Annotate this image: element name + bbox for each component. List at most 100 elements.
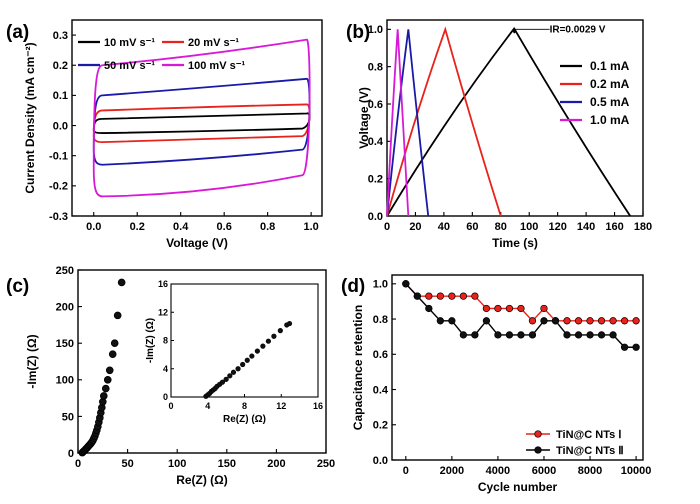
- x-axis-label: Time (s): [492, 236, 538, 250]
- retention-point: [505, 331, 514, 339]
- x-tick-label: 1.0: [303, 221, 318, 233]
- cv-curve: [92, 77, 311, 166]
- retention-point: [482, 304, 491, 313]
- y-tick-label: 1.0: [368, 24, 383, 36]
- inset-data-point: [249, 353, 255, 359]
- y-tick-label: 0.2: [53, 60, 68, 72]
- inset-x-tick-label: 4: [205, 401, 210, 411]
- y-axis-label: Voltage (V): [357, 87, 371, 149]
- data-point: [101, 384, 110, 393]
- plot-frame: [71, 19, 323, 217]
- y-tick-label: 0.8: [373, 314, 388, 326]
- retention-point: [425, 304, 433, 313]
- legend-label: 50 mV s⁻¹: [104, 60, 155, 72]
- x-axis-label: Re(Z) (Ω): [176, 473, 228, 487]
- legend-label: 1.0 mA: [590, 113, 630, 127]
- inset-data-point: [271, 333, 277, 339]
- retention-point: [448, 317, 456, 325]
- retention-point: [413, 292, 421, 300]
- data-point: [117, 278, 126, 287]
- y-tick-label: 0.0: [53, 120, 68, 132]
- x-tick-label: 200: [267, 458, 285, 470]
- x-tick-label: 150: [218, 458, 236, 470]
- retention-point: [517, 331, 525, 339]
- inset-data-point: [227, 373, 233, 379]
- x-axis-label: Cycle number: [478, 480, 558, 494]
- legend-label: TiN@C NTs Ⅰ: [556, 429, 622, 441]
- x-tick-label: 0: [403, 465, 409, 477]
- ir-annotation: IR=0.0029 V: [550, 24, 606, 35]
- x-tick-label: 10000: [621, 465, 652, 477]
- data-point: [113, 311, 122, 320]
- y-tick-label: 0.6: [368, 99, 383, 111]
- panel-b: 0 20 40 60 80 100 120 140 160 180 0.0 0.2 0.4 0.6 0.8 1…: [357, 19, 652, 250]
- inset-y-axis-label: -Im(Z) (Ω): [145, 318, 156, 363]
- panel-label: (b): [346, 22, 370, 43]
- inset-data-point: [265, 338, 271, 344]
- retention-point: [620, 317, 629, 325]
- y-axis-label: Capacitance retention: [351, 305, 365, 430]
- y-tick-label: 50: [62, 411, 74, 423]
- legend-marker: [534, 430, 542, 438]
- retention-point: [540, 304, 548, 313]
- cv-curve: [92, 38, 311, 198]
- panel-label: (a): [6, 22, 29, 43]
- x-tick-label: 160: [605, 221, 623, 233]
- inset-data-point: [223, 376, 229, 382]
- retention-point: [586, 317, 594, 325]
- inset-data-point: [254, 348, 260, 354]
- panel-c: 0 50 100 150 200 250 0 50 100 150 200 250 Re(Z) (Ω) -…: [25, 265, 335, 487]
- inset-data-point: [277, 328, 283, 334]
- plot-frame: [77, 269, 327, 454]
- y-tick-label: 0: [68, 448, 74, 460]
- y-tick-label: 0.0: [368, 211, 383, 223]
- x-tick-label: 6000: [532, 465, 556, 477]
- x-tick-label: 250: [317, 458, 335, 470]
- retention-point: [528, 331, 537, 339]
- inset-x-tick-label: 8: [242, 401, 247, 411]
- retention-point: [597, 317, 606, 325]
- retention-point: [563, 331, 571, 339]
- data-point: [108, 350, 117, 358]
- inset-data-point: [244, 357, 250, 363]
- y-tick-label: 0.0: [373, 455, 388, 467]
- retention-point: [402, 280, 410, 288]
- retention-point: [517, 304, 525, 313]
- inset-data-point: [235, 366, 241, 372]
- y-tick-label: 0.8: [368, 62, 383, 74]
- inset-y-tick-label: 8: [163, 336, 168, 346]
- x-tick-label: 120: [548, 221, 566, 233]
- y-tick-label: 0.4: [368, 136, 384, 148]
- retention-point: [459, 331, 468, 339]
- inset-y-tick-label: 0: [163, 392, 168, 402]
- y-tick-label: 0.2: [368, 174, 383, 186]
- inset-x-tick-label: 16: [313, 401, 323, 411]
- legend-label: TiN@C NTs Ⅱ: [556, 445, 624, 457]
- y-tick-label: -0.1: [49, 151, 68, 163]
- retention-point: [586, 331, 594, 339]
- gcd-curve: [386, 29, 430, 217]
- retention-point: [609, 317, 617, 325]
- retention-point: [551, 317, 560, 325]
- gcd-curve: [386, 27, 631, 217]
- x-tick-label: 8000: [578, 465, 602, 477]
- x-tick-label: 100: [168, 458, 186, 470]
- retention-point: [494, 304, 502, 313]
- x-tick-label: 2000: [440, 465, 464, 477]
- y-tick-label: 200: [56, 301, 74, 313]
- inset-data-point: [260, 343, 266, 349]
- y-tick-label: 1.0: [373, 279, 388, 291]
- y-tick-label: 0.4: [373, 384, 389, 396]
- retention-point: [459, 292, 468, 300]
- retention-point: [563, 317, 571, 325]
- y-tick-label: 0.3: [53, 30, 68, 42]
- data-point: [99, 392, 108, 400]
- retention-point: [528, 317, 537, 325]
- y-tick-label: -0.3: [49, 211, 68, 223]
- retention-point: [471, 292, 479, 300]
- retention-point: [482, 317, 491, 325]
- legend-label: 10 mV s⁻¹: [104, 37, 155, 49]
- x-tick-label: 50: [121, 458, 133, 470]
- inset-x-tick-label: 0: [168, 401, 173, 411]
